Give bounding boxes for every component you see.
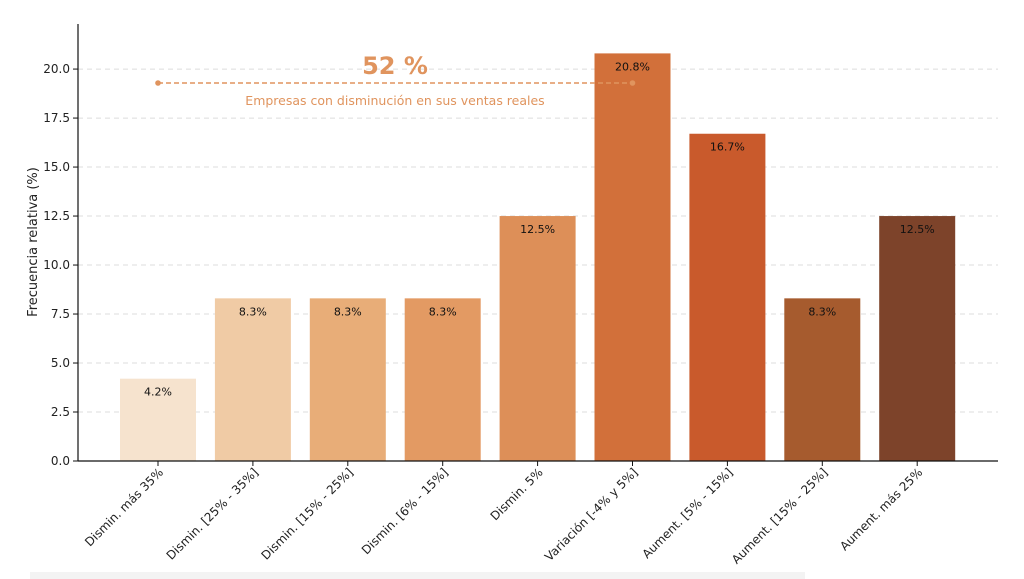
x-tick-label: Aument. más 25% <box>837 465 925 553</box>
annotation: 52 % Empresas con disminución en sus ven… <box>155 52 636 108</box>
x-ticks: Dismin. más 35%Dismin. [25% - 35%]Dismin… <box>82 461 925 567</box>
y-tick-label: 7.5 <box>51 307 70 321</box>
data-label: 8.3% <box>429 305 457 318</box>
bar <box>784 298 861 461</box>
y-ticks: 0.0 2.5 5.0 7.5 10.0 12.5 15.0 17.5 20.0 <box>43 62 78 468</box>
bar <box>214 298 291 461</box>
x-tick-label: Aument. [5% - 15%] <box>639 465 735 561</box>
bars <box>120 53 956 461</box>
annotation-caption: Empresas con disminución en sus ventas r… <box>245 93 544 108</box>
y-axis-title: Frecuencia relativa (%) <box>26 167 41 317</box>
bar <box>594 53 671 461</box>
y-tick-label: 12.5 <box>43 209 70 223</box>
annotation-headline: 52 % <box>362 52 428 80</box>
data-label: 4.2% <box>144 386 172 399</box>
y-tick-label: 15.0 <box>43 160 70 174</box>
bar <box>404 298 481 461</box>
y-tick-label: 5.0 <box>51 356 70 370</box>
annotation-dot-right <box>629 80 636 86</box>
x-tick-label: Dismin. más 35% <box>82 465 166 549</box>
data-labels: 4.2% 8.3% 8.3% 8.3% 12.5% 20.8% 16.7% 8.3% 12.5% <box>144 60 935 398</box>
data-label: 8.3% <box>334 305 362 318</box>
y-tick-label: 20.0 <box>43 62 70 76</box>
x-tick-label: Dismin. [15% - 25%] <box>259 465 356 562</box>
bar <box>879 216 956 461</box>
data-label: 20.8% <box>615 60 650 73</box>
data-label: 16.7% <box>710 141 745 154</box>
x-tick-label: Dismin. 5% <box>488 465 546 523</box>
y-tick-label: 0.0 <box>51 454 70 468</box>
x-tick-label: Aument. [15% - 25%] <box>729 465 830 566</box>
data-label: 12.5% <box>520 223 555 236</box>
x-tick-label: Dismin. [25% - 35%] <box>164 465 261 562</box>
bar <box>120 378 196 461</box>
footer-strip <box>30 572 805 579</box>
bar <box>689 133 766 461</box>
bar <box>309 298 386 461</box>
y-tick-label: 2.5 <box>51 405 70 419</box>
x-tick-label: Variación [-4% y 5%] <box>542 465 641 564</box>
bar <box>499 216 576 461</box>
y-tick-label: 10.0 <box>43 258 70 272</box>
annotation-dot-left <box>155 80 161 86</box>
x-tick-label: Dismin. [6% - 15%] <box>359 465 451 557</box>
data-label: 8.3% <box>239 305 267 318</box>
data-label: 8.3% <box>808 305 836 318</box>
y-tick-label: 17.5 <box>43 111 70 125</box>
data-label: 12.5% <box>900 223 935 236</box>
